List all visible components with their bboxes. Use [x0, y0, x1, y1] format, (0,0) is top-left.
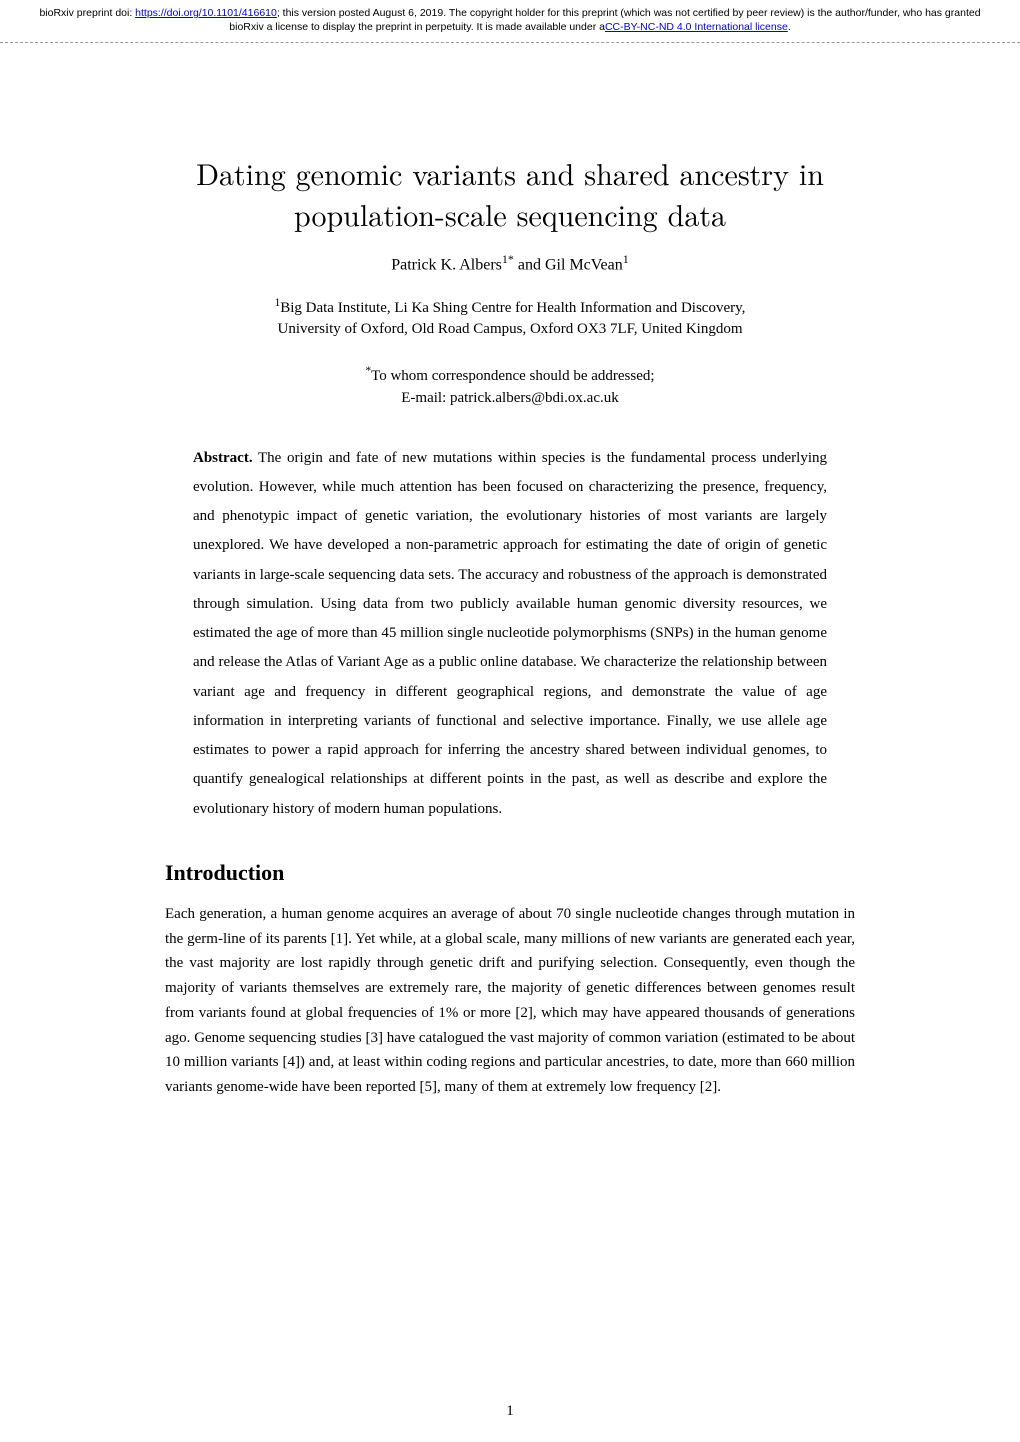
banner-prefix: bioRxiv preprint doi: [39, 7, 135, 19]
correspondence: *To whom correspondence should be addres… [165, 363, 855, 410]
introduction-paragraph: Each generation, a human genome acquires… [165, 902, 855, 1100]
banner-suffix: . [788, 21, 791, 33]
title-line-2: population-scale sequencing data [294, 192, 726, 235]
corr-line-2: E-mail: patrick.albers@bdi.ox.ac.uk [401, 390, 619, 406]
title-line-1: Dating genomic variants and shared ances… [196, 151, 824, 194]
preprint-banner: bioRxiv preprint doi: https://doi.org/10… [0, 0, 1020, 43]
license-link[interactable]: CC-BY-NC-ND 4.0 International license [605, 21, 788, 33]
doi-link[interactable]: https://doi.org/10.1101/416610 [135, 7, 277, 19]
affil-line-1: Big Data Institute, Li Ka Shing Centre f… [280, 300, 745, 316]
author-1-affil: 1* [502, 252, 514, 266]
paper-title: Dating genomic variants and shared ances… [165, 153, 855, 234]
section-heading-introduction: Introduction [165, 860, 855, 886]
authors: Patrick K. Albers1* and Gil McVean1 [165, 252, 855, 274]
author-1: Patrick K. Albers [391, 257, 502, 274]
affil-line-2: University of Oxford, Old Road Campus, O… [277, 321, 742, 337]
abstract: Abstract. The origin and fate of new mut… [193, 444, 827, 824]
abstract-label: Abstract. [193, 450, 253, 466]
author-and: and Gil McVean [514, 257, 623, 274]
affiliation: 1Big Data Institute, Li Ka Shing Centre … [165, 295, 855, 342]
abstract-text: The origin and fate of new mutations wit… [193, 450, 827, 817]
page-number: 1 [0, 1403, 1020, 1420]
page-content: Dating genomic variants and shared ances… [0, 43, 1020, 1100]
corr-line-1: To whom correspondence should be address… [371, 368, 654, 384]
author-2-affil: 1 [623, 252, 629, 266]
